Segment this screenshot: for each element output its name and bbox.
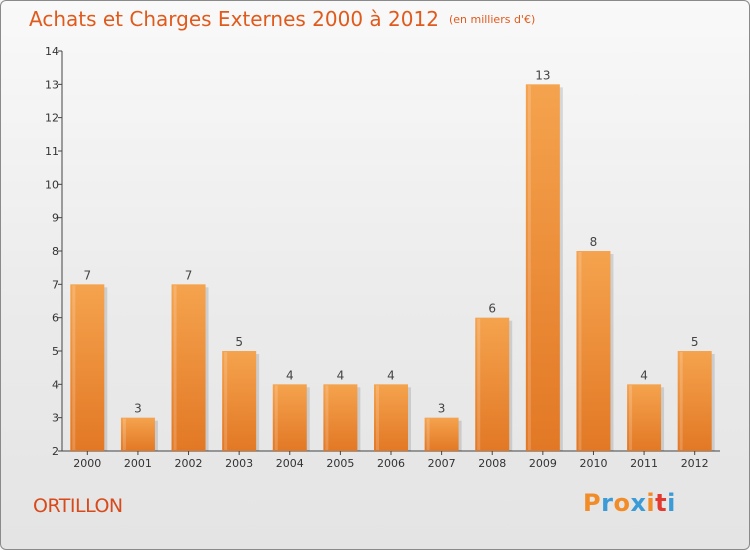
data-label-2000: 7	[83, 268, 91, 282]
bar-highlight	[578, 252, 582, 450]
logo-letter: i	[646, 489, 656, 517]
data-label-2011: 4	[640, 368, 648, 382]
bar-highlight	[173, 285, 177, 450]
bar-2010	[576, 251, 611, 451]
bar-highlight	[72, 285, 76, 450]
y-tick-label: 2	[52, 445, 59, 458]
logo-letter: t	[655, 489, 668, 517]
bar-2009	[525, 84, 560, 451]
y-tick-label: 5	[52, 345, 59, 358]
data-label-2004: 4	[286, 368, 294, 382]
y-tick-label: 7	[52, 278, 59, 291]
bar-2000	[70, 284, 105, 451]
x-tick-label-2005: 2005	[326, 457, 354, 470]
bar-2002	[171, 284, 206, 451]
logo-letter: P	[583, 489, 602, 517]
data-label-2005: 4	[337, 368, 345, 382]
y-tick-label: 6	[52, 312, 59, 325]
y-tick-label: 8	[52, 245, 59, 258]
x-tick-label-2004: 2004	[276, 457, 304, 470]
data-label-2002: 7	[185, 268, 193, 282]
bar-highlight	[224, 352, 228, 450]
y-tick-label: 12	[45, 112, 59, 125]
data-label-2001: 3	[134, 402, 142, 416]
bar-2012	[677, 351, 712, 451]
chart-title: Achats et Charges Externes 2000 à 2012 (e…	[29, 7, 535, 31]
y-tick-label: 10	[45, 178, 59, 191]
y-tick-label: 11	[45, 145, 59, 158]
bar-2005	[323, 384, 358, 451]
x-tick-label-2006: 2006	[377, 457, 405, 470]
data-label-2003: 5	[235, 335, 243, 349]
data-label-2007: 3	[438, 402, 446, 416]
x-tick-label-2010: 2010	[579, 457, 607, 470]
bar-highlight	[629, 385, 633, 450]
bar-2004	[272, 384, 307, 451]
bar-2006	[374, 384, 408, 451]
x-tick-label-2001: 2001	[124, 457, 152, 470]
bar-2003	[222, 351, 257, 451]
x-tick-label-2000: 2000	[73, 457, 101, 470]
y-tick-label: 4	[52, 378, 59, 391]
y-tick-label: 9	[52, 212, 59, 225]
bar-layer: 7 3 7 5 4 4 4 3 6 13 8 4 5	[70, 68, 715, 451]
data-label-2010: 8	[590, 235, 598, 249]
x-tick-label-2002: 2002	[175, 457, 203, 470]
bar-2011	[627, 384, 662, 451]
y-tick-label: 13	[45, 78, 59, 91]
bar-highlight	[527, 85, 531, 450]
data-label-2008: 6	[488, 302, 496, 316]
bar-highlight	[426, 418, 430, 450]
bar-highlight	[679, 352, 683, 450]
x-tick-label-2009: 2009	[529, 457, 557, 470]
chart-title-text: Achats et Charges Externes 2000 à 2012	[29, 7, 439, 31]
bar-highlight	[376, 385, 379, 450]
bar-2008	[475, 317, 510, 451]
bar-2007	[424, 417, 459, 451]
proxiti-logo: Proxiti	[583, 489, 676, 517]
x-tick-label-2012: 2012	[681, 457, 709, 470]
chart-subtitle: (en milliers d'€)	[448, 13, 536, 26]
bar-highlight	[274, 385, 278, 450]
x-tick-label-2007: 2007	[428, 457, 456, 470]
data-label-2009: 13	[535, 68, 550, 82]
bar-highlight	[325, 385, 329, 450]
logo-letter: o	[613, 489, 631, 517]
logo-letter: i	[667, 489, 676, 517]
y-tick-label: 14	[45, 45, 59, 58]
x-tick-label-2003: 2003	[225, 457, 253, 470]
data-label-2012: 5	[691, 335, 699, 349]
logo-letter: r	[601, 489, 614, 517]
y-tick-label: 3	[52, 412, 59, 425]
bar-highlight	[477, 318, 481, 450]
data-label-2006: 4	[387, 368, 395, 382]
x-tick-label-2008: 2008	[478, 457, 506, 470]
bar-2001	[120, 417, 155, 451]
logo-letter: x	[630, 489, 647, 517]
bar-highlight	[122, 418, 126, 450]
commune-name: ORTILLON	[33, 495, 123, 517]
x-tick-label-2011: 2011	[630, 457, 658, 470]
